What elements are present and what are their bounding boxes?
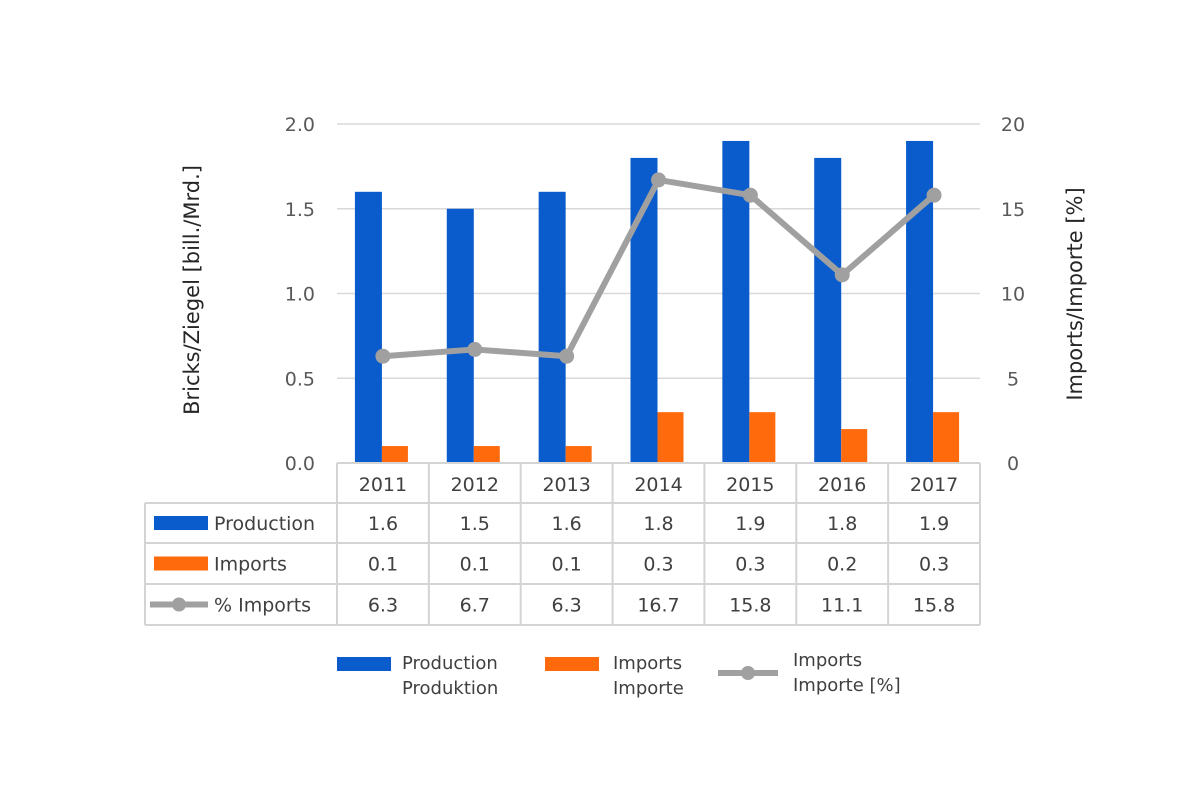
table-legend-key [154, 516, 208, 530]
table-cell: 11.1 [821, 595, 863, 617]
table-cell: 15.8 [913, 595, 955, 617]
table-cell: 1.8 [827, 513, 857, 535]
table-cell: 1.6 [368, 513, 398, 535]
bar-imports [749, 412, 776, 463]
line-point [559, 348, 575, 364]
line-point [926, 187, 942, 203]
table-cell: 0.3 [735, 554, 765, 576]
bar-imports [473, 446, 500, 463]
table-cell: 6.7 [460, 595, 490, 617]
legend-label: Imports [613, 653, 682, 674]
line-point [651, 172, 666, 188]
table-cell: 0.3 [919, 554, 949, 576]
table-cell: 1.5 [460, 513, 490, 535]
table-header-cell: 2012 [451, 474, 499, 496]
legend-label: Produktion [402, 678, 498, 699]
legend-key [545, 657, 599, 671]
table-cell: 1.9 [735, 513, 765, 535]
y-tick-label: 0.0 [285, 453, 315, 475]
y2-tick-label: 5 [1007, 368, 1019, 390]
table-row-label: Imports [214, 554, 287, 576]
bar-imports [933, 412, 960, 463]
table-cell: 15.8 [729, 595, 771, 617]
bar-production [538, 191, 566, 464]
y-tick-label: 1.0 [285, 284, 315, 306]
legend-marker [741, 666, 755, 680]
y2-tick-label: 10 [1001, 284, 1025, 306]
bar-production [354, 191, 382, 464]
table-header-cell: 2015 [726, 474, 774, 496]
table-legend-marker [172, 597, 186, 612]
table-header-cell: 2017 [910, 474, 958, 496]
line-point [375, 348, 391, 364]
table-header-cell: 2014 [634, 474, 682, 496]
bar-imports [841, 429, 868, 463]
bar-imports [657, 412, 684, 463]
legend-label: Importe [%] [793, 675, 901, 696]
y2-tick-label: 0 [1007, 453, 1019, 475]
table-cell: 0.1 [460, 554, 490, 576]
table-header-cell: 2011 [359, 474, 407, 496]
table-cell: 0.1 [368, 554, 398, 576]
table-cell: 0.3 [643, 554, 673, 576]
table-cell: 6.3 [552, 595, 582, 617]
bar-imports [565, 446, 592, 463]
y2-tick-label: 20 [1001, 114, 1025, 136]
table-cell: 1.8 [643, 513, 673, 535]
y-tick-label: 0.5 [285, 368, 315, 390]
bar-production [814, 157, 842, 463]
legend-label: Imports [793, 650, 862, 671]
table-cell: 16.7 [637, 595, 679, 617]
legend-label: Importe [613, 678, 684, 699]
y2-axis-label: Imports/Importe [%] [1063, 187, 1087, 400]
table-cell: 0.2 [827, 554, 857, 576]
bar-production [446, 208, 474, 463]
line-point [467, 341, 483, 357]
y-tick-label: 1.5 [285, 199, 315, 221]
table-cell: 0.1 [552, 554, 582, 576]
table-header-cell: 2016 [818, 474, 866, 496]
table-cell: 6.3 [368, 595, 398, 617]
table-legend-key [154, 556, 208, 571]
table-cell: 1.9 [919, 513, 949, 535]
y-tick-label: 2.0 [285, 114, 315, 136]
y-axis-label: Bricks/Ziegel [bill./Mrd.] [180, 165, 204, 415]
legend-label: Production [402, 653, 498, 674]
bar-imports [381, 446, 408, 463]
line-point [834, 267, 850, 283]
table-row-label: % Imports [214, 595, 311, 617]
table-header-cell: 2013 [542, 474, 590, 496]
legend-key [337, 657, 391, 671]
table-cell: 1.6 [552, 513, 582, 535]
y2-tick-label: 15 [1001, 199, 1025, 221]
line-point [742, 187, 758, 203]
table-row-label: Production [214, 513, 315, 535]
bar-production [906, 140, 934, 463]
